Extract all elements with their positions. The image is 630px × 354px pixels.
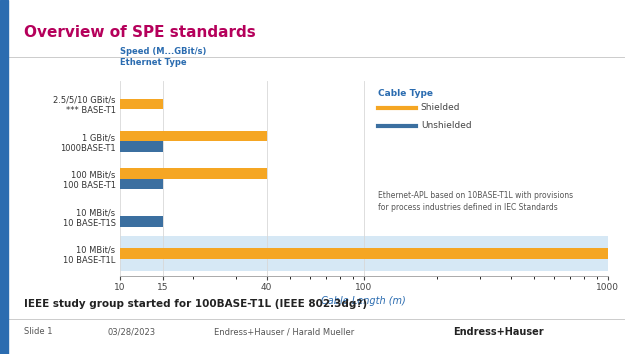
Text: Endress+Hauser: Endress+Hauser (454, 327, 544, 337)
Bar (120, 141, 163, 152)
Text: Ethernet-APL based on 10BASE-T1L with provisions
for process industries defined : Ethernet-APL based on 10BASE-T1L with pr… (378, 191, 573, 212)
Bar (120, 168, 266, 179)
Bar (120, 216, 163, 227)
Text: Cable Type: Cable Type (378, 88, 433, 97)
Bar (120, 249, 608, 259)
Text: Shielded: Shielded (421, 103, 461, 113)
Text: Endress+Hauser / Harald Mueller: Endress+Hauser / Harald Mueller (214, 327, 355, 336)
Text: Slide 1: Slide 1 (24, 327, 52, 336)
X-axis label: Cable Length (m): Cable Length (m) (321, 296, 406, 306)
Text: Speed (M...GBit/s)
Ethernet Type: Speed (M...GBit/s) Ethernet Type (120, 47, 206, 67)
Bar (120, 236, 608, 272)
Text: Overview of SPE standards: Overview of SPE standards (24, 25, 256, 40)
Bar (120, 99, 163, 109)
Bar (120, 179, 163, 189)
Text: E|H: E|H (588, 328, 608, 339)
Text: Unshielded: Unshielded (421, 121, 471, 130)
Bar (120, 131, 266, 141)
Text: 03/28/2023: 03/28/2023 (107, 327, 155, 336)
Text: IEEE study group started for 100BASE-T1L (IEEE 802.3dg?): IEEE study group started for 100BASE-T1L… (24, 299, 367, 309)
